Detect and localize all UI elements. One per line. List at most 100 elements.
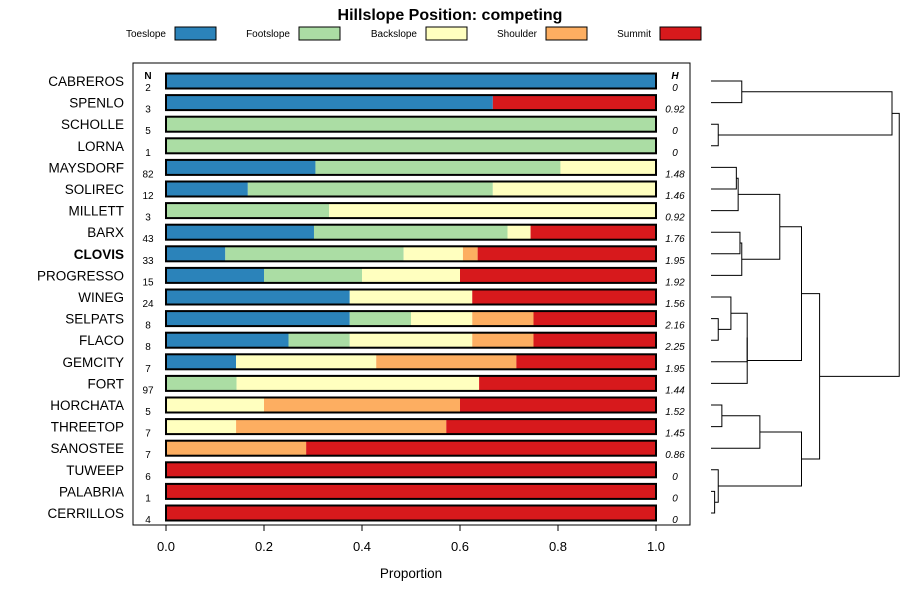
bar-segment-gemcity-summit — [516, 354, 657, 370]
bar-outline-cabreros — [165, 72, 657, 90]
dendrogram-link-18 — [747, 226, 802, 361]
bar-segment-millett-footslope — [166, 203, 330, 219]
bar-segment-cerrillos-summit — [166, 505, 656, 521]
row-label-progresso: PROGRESSO — [37, 268, 124, 283]
h-value-wineg: 1.56 — [665, 299, 685, 310]
row-label-scholle: SCHOLLE — [61, 117, 124, 132]
h-value-gemcity: 1.95 — [665, 364, 685, 375]
legend: Toeslope Footslope Backslope Shoulder Summit — [126, 26, 702, 41]
bar-outline-lorna — [165, 137, 657, 155]
dendrogram-link-9 — [711, 177, 739, 212]
bar-segment-threetop-summit — [446, 419, 657, 435]
bar-segment-selpats-summit — [533, 311, 656, 327]
row-label-threetop: THREETOP — [51, 420, 124, 435]
h-value-threetop: 1.45 — [665, 429, 685, 440]
legend-swatch-backslope — [425, 26, 468, 41]
row-label-cabreros: CABREROS — [48, 74, 124, 89]
legend-swatch-shoulder — [545, 26, 588, 41]
bar-segment-selpats-shoulder — [472, 311, 534, 327]
bar-segment-wineg-toeslope — [166, 289, 350, 305]
bar-outline-cerrillos — [165, 504, 657, 522]
bar-outline-barx — [165, 223, 657, 241]
bar-segment-horchata-backslope — [166, 397, 264, 413]
legend-swatch-toeslope — [174, 26, 217, 41]
row-label-wineg: WINEG — [78, 290, 124, 305]
h-value-clovis: 1.95 — [665, 256, 685, 267]
bar-segment-selpats-backslope — [411, 311, 473, 327]
bar-segment-flaco-toeslope — [166, 332, 289, 348]
bar-segment-clovis-backslope — [403, 246, 463, 262]
n-value-wineg: 24 — [142, 299, 154, 310]
dendrogram-link-2 — [711, 123, 719, 147]
bar-segment-lorna-footslope — [166, 138, 656, 154]
dendrogram-link-15 — [711, 490, 716, 514]
bar-segment-palabria-summit — [166, 483, 656, 499]
x-tick-label-0: 0.0 — [157, 539, 175, 554]
row-label-flaco: FLACO — [79, 333, 124, 348]
bar-segment-maysdorf-toeslope — [166, 159, 316, 175]
h-value-spenlo: 0.92 — [665, 105, 685, 116]
dendrogram-link-1 — [711, 80, 743, 104]
n-column-header: N — [144, 71, 151, 82]
dendrogram-link-13 — [711, 404, 723, 428]
x-tick-label-5: 1.0 — [647, 539, 665, 554]
bar-segment-solirec-footslope — [247, 181, 493, 197]
bar-segment-gemcity-toeslope — [166, 354, 237, 370]
bar-segment-gemcity-backslope — [236, 354, 377, 370]
bar-segment-flaco-footslope — [288, 332, 350, 348]
h-values: 0 0.92 0 0 1.48 1.46 0.92 1.76 1.95 1.92 1.56 2.16 2… — [664, 83, 685, 526]
bar-segment-progresso-footslope — [264, 267, 362, 283]
n-value-horchata: 5 — [145, 407, 151, 418]
bar-outline-flaco — [165, 331, 657, 349]
bar-outline-selpats — [165, 310, 657, 328]
bar-outline-fort — [165, 374, 657, 392]
bar-outline-sanostee — [165, 439, 657, 457]
bar-segment-wineg-backslope — [349, 289, 473, 305]
bar-segment-gemcity-shoulder — [376, 354, 517, 370]
bar-segment-scholle-footslope — [166, 116, 656, 132]
bar-segment-progresso-toeslope — [166, 267, 264, 283]
bar-outline-spenlo — [165, 94, 657, 112]
h-value-cerrillos: 0 — [672, 515, 678, 526]
legend-label-backslope: Backslope — [371, 29, 418, 40]
h-value-solirec: 1.46 — [665, 191, 685, 202]
h-value-sanostee: 0.86 — [665, 450, 685, 461]
bar-segment-flaco-shoulder — [472, 332, 534, 348]
bar-outline-gemcity — [165, 353, 657, 371]
row-label-clovis: CLOVIS — [74, 247, 124, 262]
h-value-flaco: 2.25 — [664, 342, 685, 353]
bar-segment-progresso-backslope — [362, 267, 460, 283]
row-label-gemcity: GEMCITY — [62, 355, 124, 370]
bar-segment-fort-summit — [479, 375, 656, 391]
bar-segment-barx-footslope — [313, 224, 508, 240]
x-tick-label-3: 0.6 — [451, 539, 469, 554]
legend-label-footslope: Footslope — [246, 29, 290, 40]
bar-outline-threetop — [165, 418, 657, 436]
dendrogram — [711, 80, 900, 514]
n-value-lorna: 1 — [145, 148, 151, 159]
row-label-spenlo: SPENLO — [69, 96, 124, 111]
h-value-millett: 0.92 — [665, 213, 685, 224]
dendrogram-link-5 — [711, 242, 743, 276]
bar-segment-clovis-summit — [477, 246, 656, 262]
row-label-lorna: LORNA — [77, 139, 124, 154]
bar-segment-maysdorf-backslope — [560, 159, 656, 175]
bar-segment-maysdorf-footslope — [315, 159, 561, 175]
bar-segment-cabreros-toeslope — [166, 73, 656, 89]
bar-outline-millett — [165, 202, 657, 220]
bar-segment-barx-summit — [530, 224, 656, 240]
dendrogram-link-3 — [711, 166, 737, 190]
n-value-palabria: 1 — [145, 493, 151, 504]
chart-title: Hillslope Position: competing — [338, 7, 563, 24]
n-value-millett: 3 — [145, 213, 151, 224]
bar-segment-sanostee-shoulder — [166, 440, 307, 456]
bar-outline-progresso — [165, 266, 657, 284]
bar-segment-progresso-summit — [460, 267, 656, 283]
h-value-cabreros: 0 — [672, 83, 678, 94]
bars — [165, 72, 657, 522]
h-value-maysdorf: 1.48 — [665, 169, 685, 180]
bar-segment-tuweep-summit — [166, 462, 656, 478]
n-value-scholle: 5 — [145, 126, 151, 137]
